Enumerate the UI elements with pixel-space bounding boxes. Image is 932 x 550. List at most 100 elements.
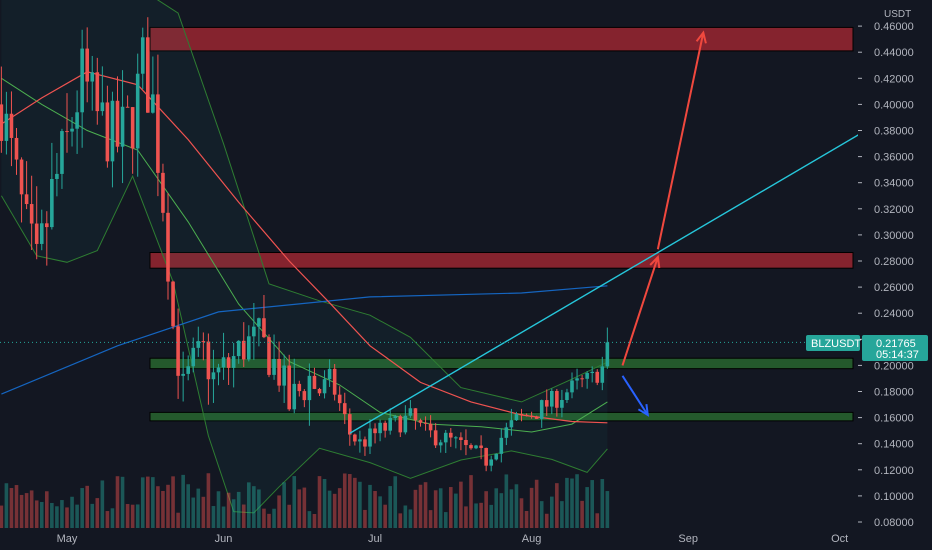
volume-bar (267, 513, 271, 528)
candle-body (494, 453, 499, 460)
last-price-tag: BLZUSDT 0.21765 05:14:37 (806, 335, 928, 361)
time-axis[interactable]: May Jun Jul Aug Sep Oct (57, 533, 849, 545)
candle-body (186, 366, 190, 374)
volume-bar (408, 509, 413, 528)
candle-body (151, 94, 155, 113)
x-tick-label: Oct (831, 533, 848, 545)
candle-body (125, 106, 130, 108)
candle-body (484, 447, 488, 466)
candle-body (413, 408, 418, 421)
candle-body (428, 423, 433, 431)
volume-bar (302, 487, 307, 528)
volume-bar (590, 480, 594, 528)
candle-body (166, 212, 170, 282)
candle-body (262, 318, 266, 338)
volume-bar (247, 482, 251, 528)
candle-body (176, 326, 180, 376)
candle-body (65, 131, 69, 133)
volume-bar (398, 513, 403, 528)
y-tick-label: 0.28000 (874, 256, 914, 268)
volume-bar (332, 493, 337, 528)
volume-bar (484, 491, 488, 528)
x-tick-label: May (57, 533, 78, 545)
candle-body (24, 194, 29, 205)
volume-bar (317, 476, 322, 528)
volume-bar (327, 490, 332, 528)
plot-area[interactable] (0, 0, 910, 528)
resistance-zone-1 (149, 26, 854, 52)
candle-body (247, 336, 251, 360)
price-tag-box (862, 335, 928, 361)
candle-body (550, 390, 554, 407)
price-axis[interactable]: USDT 0.46000 0.44000 0.42000 0.40000 0.38000… (858, 9, 914, 529)
candle-body (241, 340, 246, 360)
candle-body (161, 172, 165, 213)
candle-body (544, 400, 549, 407)
y-tick-label: 0.16000 (874, 413, 914, 425)
x-tick-label: Jun (215, 533, 233, 545)
projection-arrowhead-3 (637, 403, 650, 417)
volume-bar (358, 481, 362, 528)
candle-body (19, 159, 24, 195)
volume-bar (39, 501, 44, 528)
volume-bar (146, 476, 150, 528)
volume-bar (337, 488, 342, 528)
candle-body (55, 173, 59, 179)
candle-body (393, 416, 398, 418)
volume-bar (216, 491, 221, 528)
volume-bar (519, 498, 524, 528)
volume-bar (499, 493, 504, 528)
y-tick-label: 0.20000 (874, 360, 914, 372)
candle-body (585, 373, 589, 379)
candle-body (327, 368, 332, 380)
volume-bar (140, 477, 145, 528)
volume-bar (34, 500, 39, 528)
volume-bar (449, 487, 453, 528)
volume-bar (29, 490, 34, 528)
candle-body (140, 37, 145, 74)
volume-bar (529, 487, 534, 528)
candle-body (504, 427, 509, 438)
volume-bar (479, 502, 483, 528)
volume-bar (504, 474, 509, 528)
price-unit-label: USDT (884, 9, 911, 20)
volume-bar (206, 473, 211, 528)
volume-bar (166, 484, 170, 528)
candle-body (317, 388, 322, 394)
volume-bar (120, 476, 125, 528)
volume-bar (580, 500, 584, 528)
candle-body (302, 391, 307, 401)
candle-body (312, 375, 317, 389)
candle-body (433, 430, 438, 446)
candle-body (221, 357, 226, 368)
volume-bar (156, 486, 160, 528)
volume-bar (368, 484, 372, 528)
volume-bar (171, 476, 175, 528)
candle-body (600, 366, 605, 383)
volume-bar (14, 485, 19, 528)
candle-body (45, 223, 49, 228)
volume-bar (135, 504, 140, 528)
x-tick-label: Aug (522, 533, 542, 545)
volume-bar (95, 498, 100, 528)
y-tick-label: 0.36000 (874, 152, 914, 164)
volume-bar (363, 509, 367, 528)
candle-body (252, 326, 256, 337)
candle-body (595, 371, 600, 383)
slow-moving-average-line (1, 285, 608, 395)
candle-body (565, 392, 569, 401)
candle-body (560, 400, 564, 408)
volume-bar (524, 510, 529, 528)
candle-body (348, 414, 352, 435)
candle-body (464, 440, 468, 446)
volume-bar (176, 512, 180, 528)
volume-bar (514, 484, 519, 528)
candle-body (418, 420, 423, 423)
candle-body (438, 442, 443, 446)
volume-bar (24, 493, 29, 528)
symbol-tag-box (806, 335, 860, 351)
volume-bar (221, 506, 226, 528)
volume-bar (474, 503, 478, 528)
volume-bar (4, 483, 9, 528)
